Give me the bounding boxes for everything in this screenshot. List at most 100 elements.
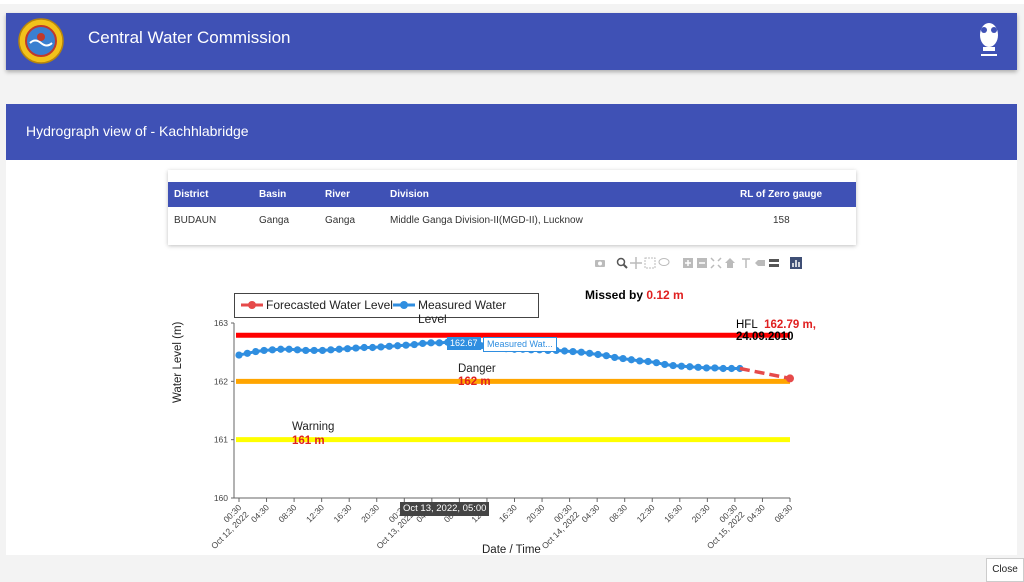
measured-point [394, 342, 402, 350]
x-tick-label: 16:30 [331, 502, 353, 524]
measured-point [577, 348, 585, 356]
reset-axes-icon[interactable] [724, 257, 736, 269]
measured-point [669, 361, 677, 370]
x-tick-label: 20:30 [359, 502, 381, 524]
warning-label: Warning [292, 421, 335, 433]
table-header: District Basin River Division RL of Zero… [168, 182, 856, 207]
measured-point [652, 359, 661, 367]
measured-point [360, 343, 368, 352]
x-tick-label: 12:30 [635, 502, 657, 524]
zoom-in-icon[interactable] [682, 257, 694, 269]
measured-point [318, 346, 327, 355]
th-division: Division [390, 189, 429, 200]
danger-value: 162 m [458, 376, 491, 388]
missed-by-label: Missed by [585, 288, 647, 302]
x-tick-label: 08:30 [607, 502, 629, 524]
forecast-point [786, 374, 794, 383]
plot-modebar [594, 257, 844, 271]
measured-point [368, 343, 377, 352]
measured-point [302, 346, 310, 355]
measured-point [252, 347, 260, 356]
forecast-series-line [739, 366, 791, 381]
hover-x-tooltip: Oct 13, 2022, 05:00 [400, 502, 490, 516]
th-district: District [174, 189, 209, 200]
danger-label: Danger [458, 363, 496, 375]
measured-point [611, 353, 619, 362]
measured-point [719, 364, 727, 373]
y-axis-label: Water Level (m) [172, 321, 184, 403]
measured-point [260, 346, 268, 355]
measured-point [711, 364, 719, 372]
th-river: River [325, 189, 351, 200]
lasso-select-icon[interactable] [658, 257, 670, 269]
measured-point [377, 343, 385, 351]
hover-closest-icon[interactable] [754, 257, 766, 269]
x-tick-label: 00:30Oct 12, 2022 [202, 502, 251, 551]
measured-point [619, 354, 627, 363]
measured-point [310, 346, 318, 355]
measured-point [293, 346, 302, 354]
td-basin: Ganga [259, 215, 290, 226]
measured-point [661, 360, 669, 369]
page-title-band: Hydrograph view of - Kachhlabridge [6, 104, 1017, 160]
station-info-table: District Basin River Division RL of Zero… [168, 170, 856, 245]
hfl-annotation: HFL 162.79 m, 24.09.2010 [736, 319, 848, 343]
plotly-logo-icon[interactable] [790, 257, 802, 269]
x-tick-label: 16:30 [662, 502, 684, 524]
legend-entry-forecasted[interactable]: Forecasted Water Level [266, 298, 393, 312]
hfl-value: 162.79 m, [764, 319, 816, 331]
td-division: Middle Ganga Division-II(MGD-II), Luckno… [390, 215, 583, 226]
content-area: District Basin River Division RL of Zero… [6, 160, 1017, 556]
warning-value: 161 m [292, 435, 325, 447]
measured-point [644, 357, 652, 366]
x-tick-label: 08:30 [772, 502, 794, 524]
camera-icon[interactable] [594, 257, 606, 269]
close-button[interactable]: Close [986, 558, 1024, 582]
measured-point [727, 364, 736, 373]
measured-point [335, 345, 343, 353]
box-select-icon[interactable] [644, 257, 656, 269]
measured-point [594, 350, 602, 359]
autoscale-icon[interactable] [710, 257, 722, 269]
measured-point [586, 349, 594, 357]
td-rl-zero-gauge: 158 [773, 215, 790, 226]
x-tick-label: 12:30 [304, 502, 326, 524]
measured-point [268, 346, 276, 354]
x-axis-label: Date / Time [482, 544, 541, 556]
hfl-date: 24.09.2010 [736, 331, 794, 343]
measured-point [410, 340, 418, 349]
hydrograph-plot[interactable]: 160 161 162 163 00:30Oct 12, 2022 04:30 08:30 1… [172, 253, 848, 556]
spike-lines-icon[interactable] [740, 257, 752, 269]
measured-point [694, 363, 702, 371]
measured-point [636, 357, 644, 365]
measured-point [277, 345, 285, 353]
missed-by-annotation: Missed by 0.12 m [585, 288, 684, 302]
measured-point [569, 347, 577, 356]
measured-point [627, 356, 635, 364]
measured-point [427, 339, 435, 347]
td-district: BUDAUN [174, 215, 217, 226]
top-strip [0, 0, 1024, 4]
x-tick-label: 08:30 [276, 502, 298, 524]
hover-compare-icon[interactable] [768, 257, 780, 269]
measured-point [285, 345, 293, 353]
legend-entry-measured[interactable]: Measured Water Level [418, 298, 507, 326]
cwc-logo-icon [18, 18, 64, 64]
x-tick-label: 04:30 [745, 502, 767, 524]
td-river: Ganga [325, 215, 356, 226]
measured-point [343, 345, 352, 353]
y-tick-label: 160 [214, 493, 228, 503]
pan-icon[interactable] [630, 257, 642, 269]
missed-by-value: 0.12 m [646, 288, 684, 302]
y-tick-label: 161 [214, 435, 228, 445]
y-tick-label: 162 [214, 376, 228, 386]
zoom-out-icon[interactable] [696, 257, 708, 269]
measured-point [686, 363, 694, 371]
th-basin: Basin [259, 189, 287, 200]
zoom-icon[interactable] [616, 257, 628, 269]
app-title: Central Water Commission [88, 28, 291, 47]
measured-point [243, 349, 251, 357]
state-emblem-icon [980, 23, 998, 56]
th-rl-zero-gauge: RL of Zero gauge [740, 189, 823, 200]
page-title: Hydrograph view of - Kachhlabridge [26, 123, 249, 139]
